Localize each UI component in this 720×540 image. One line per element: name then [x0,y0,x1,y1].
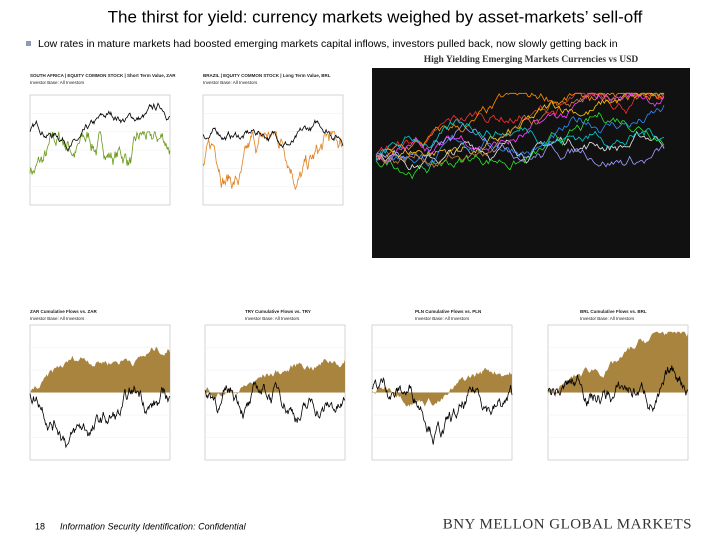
chart-subtitle: Investor Base: All Investors [415,316,470,321]
fx-line [204,380,346,423]
chart-area [372,68,690,258]
currency-line [375,119,665,160]
currency-line [375,111,665,180]
classification: Information Security Identification: Con… [60,521,247,531]
page-number: 18 [35,521,45,531]
slide-title: The thirst for yield: currency markets w… [108,7,643,26]
cumulative-flow-area [372,367,512,407]
chart-subtitle: Investor Base: All Investors [30,80,85,85]
currency-line [375,104,665,167]
cumulative-flow-area [548,331,688,395]
cumulative-flow-area [205,359,345,399]
chart-subtitle: Investor Base: All Investors [245,316,300,321]
currency-line [375,92,665,155]
currency-line [375,92,665,169]
bullet-mark [26,41,31,46]
fx-line [547,365,689,413]
fx-line [371,377,513,445]
currency-line [375,92,664,160]
chart-title: SOUTH AFRICA | EQUITY COMMON STOCK | Sho… [30,73,176,78]
chart-title: BRAZIL | EQUITY COMMON STOCK | Long Term… [203,73,331,78]
chart-title: ZAR Cumulative Flows vs. ZAR [30,309,98,314]
index-line [202,118,344,149]
chart-subtitle: Investor Base: All Investors [580,316,635,321]
brand: BNY MELLON GLOBAL MARKETS [443,516,692,532]
bullet-text: Low rates in mature markets had boosted … [38,38,618,50]
currency-line [375,122,665,168]
chart-title: TRY Cumulative Flows vs. TRY [245,309,311,314]
flow-line [202,130,344,191]
fx-line [29,385,171,449]
cumulative-flow-area [30,347,170,393]
chart-title: High Yielding Emerging Markets Currencie… [424,55,639,65]
chart-title: PLN Cumulative Flows vs. PLN [415,309,481,314]
currency-line [375,92,665,164]
chart-title: BRL Cumulative Flows vs. BRL [580,309,647,314]
index-line [29,102,171,153]
currency-line [375,92,665,161]
chart-subtitle: Investor Base: All Investors [30,316,85,321]
chart-subtitle: Investor Base: All Investors [203,80,258,85]
